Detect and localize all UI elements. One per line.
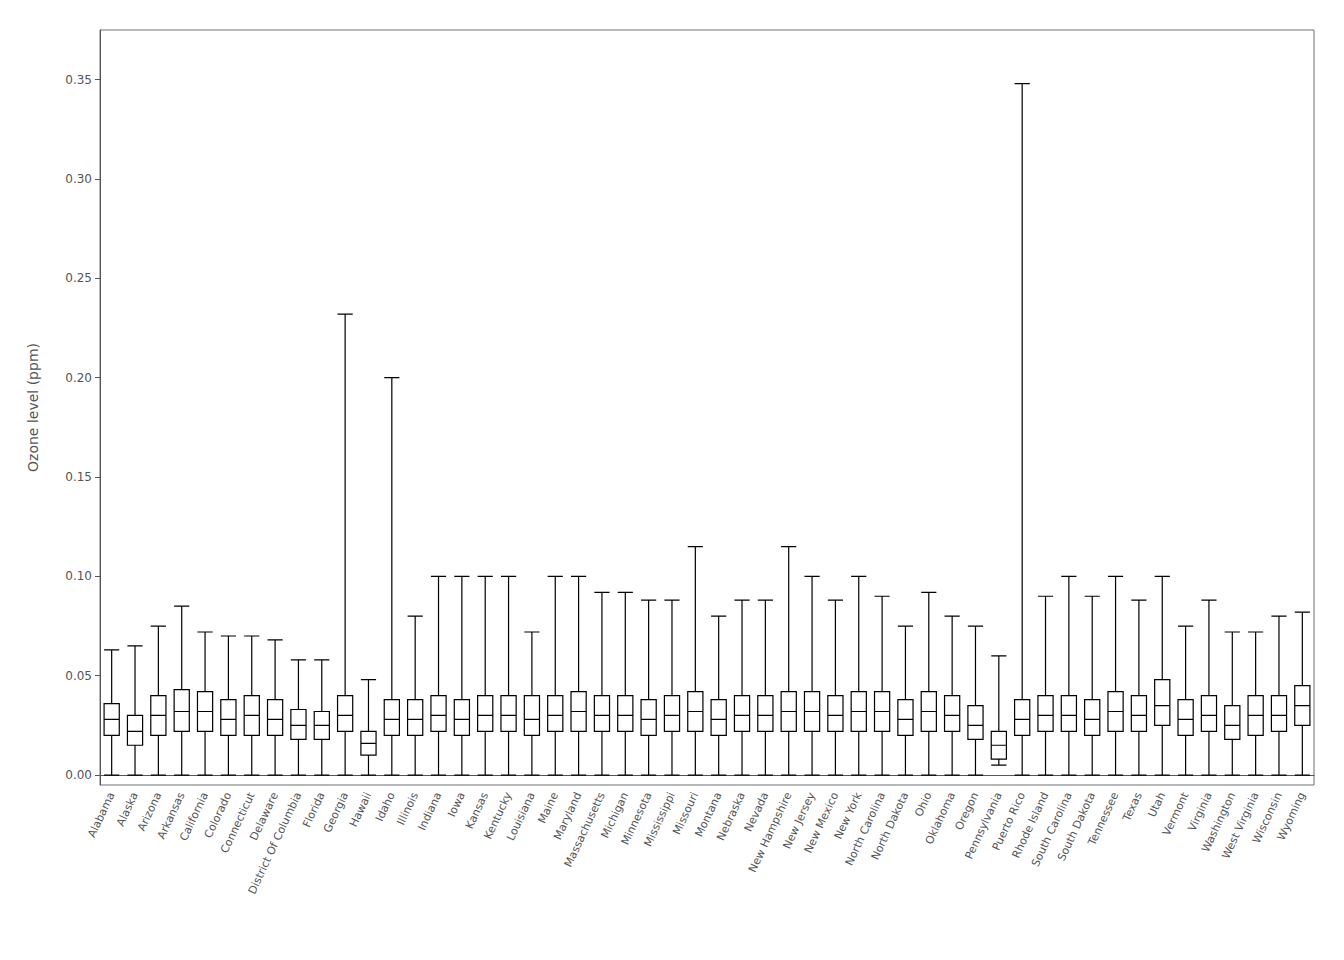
svg-text:Wisconsin: Wisconsin bbox=[1249, 790, 1285, 846]
svg-text:North Dakota: North Dakota bbox=[869, 790, 912, 862]
svg-text:New Hampshire: New Hampshire bbox=[746, 790, 795, 875]
svg-text:Arkansas: Arkansas bbox=[154, 790, 188, 842]
svg-text:0.15: 0.15 bbox=[65, 470, 92, 484]
svg-text:Oregon: Oregon bbox=[952, 790, 982, 833]
svg-text:Missouri: Missouri bbox=[670, 790, 702, 837]
svg-text:0.00: 0.00 bbox=[65, 768, 92, 782]
svg-text:Minnesota: Minnesota bbox=[618, 790, 655, 848]
svg-text:South Carolina: South Carolina bbox=[1028, 790, 1075, 869]
svg-text:Hawaii: Hawaii bbox=[347, 790, 374, 829]
svg-text:Maryland: Maryland bbox=[551, 790, 585, 842]
svg-text:Montana: Montana bbox=[692, 790, 725, 840]
svg-text:Louisiana: Louisiana bbox=[504, 790, 538, 842]
svg-text:0.20: 0.20 bbox=[65, 371, 92, 385]
svg-text:Oklahoma: Oklahoma bbox=[923, 790, 958, 846]
svg-text:Virginia: Virginia bbox=[1185, 790, 1215, 834]
svg-text:Colorado: Colorado bbox=[201, 790, 235, 841]
svg-text:New Jersey: New Jersey bbox=[780, 790, 818, 851]
svg-text:New Mexico: New Mexico bbox=[802, 790, 842, 855]
svg-text:Texas: Texas bbox=[1120, 790, 1145, 824]
svg-text:Kentucky: Kentucky bbox=[481, 790, 515, 842]
svg-text:Pennsylvania: Pennsylvania bbox=[962, 790, 1005, 862]
svg-text:Utah: Utah bbox=[1145, 790, 1168, 819]
svg-text:Florida: Florida bbox=[300, 790, 328, 830]
svg-text:Washington: Washington bbox=[1199, 790, 1239, 855]
svg-text:0.30: 0.30 bbox=[65, 172, 92, 186]
svg-text:South Dakota: South Dakota bbox=[1054, 790, 1099, 864]
svg-text:Rhode Island: Rhode Island bbox=[1009, 790, 1052, 861]
svg-text:Idaho: Idaho bbox=[373, 790, 398, 824]
svg-text:Indiana: Indiana bbox=[415, 790, 444, 832]
svg-text:District Of Columbia: District Of Columbia bbox=[246, 790, 305, 896]
svg-text:Mississippi: Mississippi bbox=[641, 790, 678, 849]
svg-text:Nevada: Nevada bbox=[741, 790, 772, 834]
svg-text:0.35: 0.35 bbox=[65, 73, 92, 87]
svg-text:Connecticut: Connecticut bbox=[218, 790, 258, 856]
svg-text:Georgia: Georgia bbox=[321, 790, 351, 835]
svg-text:Michigan: Michigan bbox=[598, 790, 632, 841]
svg-text:Alaska: Alaska bbox=[113, 790, 141, 829]
svg-text:Delaware: Delaware bbox=[247, 790, 281, 843]
svg-text:Puerto Rico: Puerto Rico bbox=[989, 790, 1029, 853]
svg-text:0.25: 0.25 bbox=[65, 271, 92, 285]
svg-text:Wyoming: Wyoming bbox=[1275, 790, 1309, 842]
svg-text:Arizona: Arizona bbox=[135, 790, 165, 834]
svg-text:New York: New York bbox=[831, 790, 865, 842]
svg-text:Tennessee: Tennessee bbox=[1085, 790, 1122, 848]
svg-text:Ozone level (ppm): Ozone level (ppm) bbox=[25, 343, 41, 472]
svg-text:West Virginia: West Virginia bbox=[1219, 790, 1261, 861]
svg-text:0.10: 0.10 bbox=[65, 569, 92, 583]
svg-text:Iowa: Iowa bbox=[445, 790, 468, 819]
svg-text:Kansas: Kansas bbox=[462, 790, 492, 831]
svg-text:Alabama: Alabama bbox=[85, 790, 117, 839]
svg-text:Illinois: Illinois bbox=[394, 790, 422, 828]
svg-text:Nebraska: Nebraska bbox=[714, 790, 748, 842]
svg-text:0.05: 0.05 bbox=[65, 669, 92, 683]
svg-text:California: California bbox=[177, 790, 211, 843]
svg-text:Massachusetts: Massachusetts bbox=[561, 790, 608, 870]
svg-text:North Carolina: North Carolina bbox=[842, 790, 888, 868]
svg-text:Maine: Maine bbox=[535, 790, 561, 826]
svg-text:Ohio: Ohio bbox=[912, 790, 935, 819]
svg-text:Vermont: Vermont bbox=[1160, 790, 1192, 838]
